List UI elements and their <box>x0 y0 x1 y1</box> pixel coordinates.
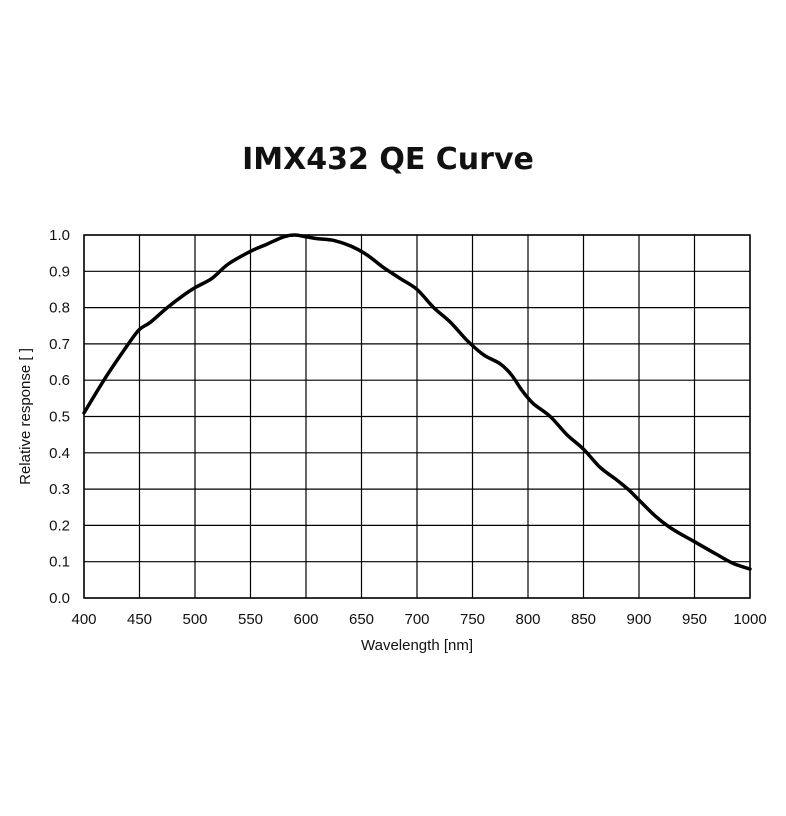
y-tick-label: 0.5 <box>49 409 70 426</box>
plot-frame <box>83 234 751 599</box>
x-tick-label: 550 <box>238 611 263 628</box>
y-tick-label: 0.9 <box>49 263 70 280</box>
y-tick-label: 0.4 <box>49 445 70 462</box>
x-tick-label: 850 <box>571 611 596 628</box>
x-axis-label: Wavelength [nm] <box>361 637 473 654</box>
y-tick-label: 0.6 <box>49 372 70 389</box>
grid <box>83 234 751 599</box>
x-tick-label: 750 <box>460 611 485 628</box>
tick-labels: 400 450 500 550 600 650 700 750 800 850 900 950 1000… <box>49 227 767 628</box>
chart-title: IMX432 QE Curve <box>242 142 534 177</box>
x-tick-label: 650 <box>349 611 374 628</box>
y-tick-label: 1.0 <box>49 227 70 244</box>
x-tick-label: 800 <box>515 611 540 628</box>
x-tick-label: 600 <box>293 611 318 628</box>
y-tick-label: 0.0 <box>49 590 70 607</box>
x-tick-label: 900 <box>626 611 651 628</box>
x-tick-label: 500 <box>182 611 207 628</box>
y-tick-label: 0.7 <box>49 336 70 353</box>
y-tick-label: 0.2 <box>49 517 70 534</box>
y-tick-label: 0.1 <box>49 554 70 571</box>
y-tick-label: 0.3 <box>49 481 70 498</box>
x-tick-label: 950 <box>682 611 707 628</box>
x-tick-label: 1000 <box>733 611 766 628</box>
x-tick-label: 400 <box>71 611 96 628</box>
x-tick-label: 700 <box>404 611 429 628</box>
y-tick-label: 0.8 <box>49 300 70 317</box>
x-tick-label: 450 <box>127 611 152 628</box>
series-line <box>82 233 752 571</box>
y-axis-label: Relative response [ ] <box>17 348 34 485</box>
